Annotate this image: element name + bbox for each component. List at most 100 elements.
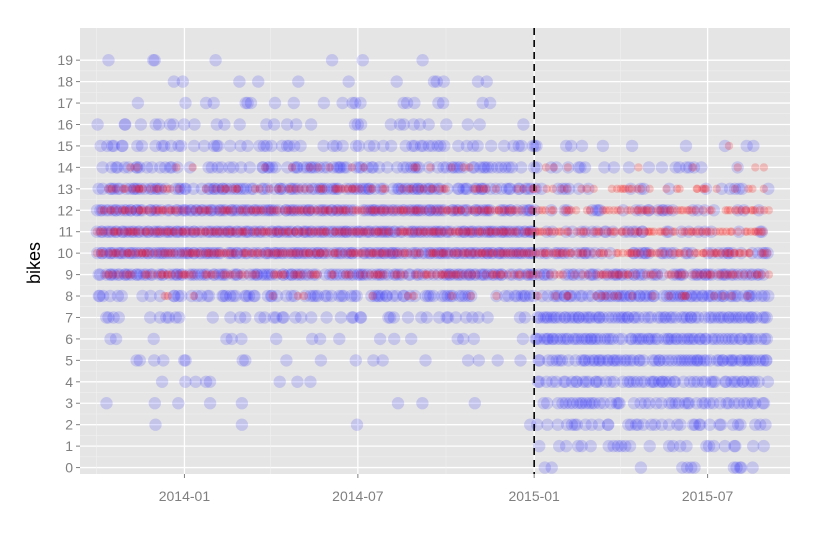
point-blue [451, 182, 465, 195]
point-red [570, 270, 579, 279]
point-blue [100, 268, 113, 281]
point-red [255, 184, 264, 193]
point-red [260, 163, 270, 172]
point-blue [261, 289, 274, 303]
point-blue [674, 332, 688, 346]
point-blue [96, 225, 109, 238]
point-blue [532, 268, 546, 281]
point-blue [645, 418, 658, 431]
point-blue [174, 268, 188, 281]
point-blue [470, 246, 483, 260]
point-blue [240, 289, 253, 303]
point-blue [740, 139, 753, 153]
point-blue [440, 118, 453, 131]
point-blue [735, 246, 748, 260]
point-blue [320, 204, 333, 217]
point-red [142, 206, 151, 215]
point-blue [425, 225, 439, 238]
point-blue [575, 246, 588, 260]
point-blue [103, 246, 117, 260]
point-blue [688, 332, 701, 346]
point-blue [601, 354, 614, 367]
point-blue [500, 182, 513, 195]
point-blue [396, 204, 409, 217]
point-red [572, 206, 581, 215]
point-blue [505, 246, 518, 260]
point-blue [636, 246, 649, 260]
point-blue [309, 268, 323, 281]
point-blue [570, 375, 584, 388]
point-blue [757, 397, 771, 410]
point-blue [308, 161, 322, 174]
point-blue [200, 268, 214, 281]
point-blue [279, 204, 293, 217]
point-blue [134, 204, 147, 217]
point-blue [707, 397, 720, 410]
point-blue [593, 204, 607, 217]
point-blue [185, 204, 198, 217]
point-blue [175, 139, 188, 153]
point-blue [511, 204, 524, 217]
point-blue [268, 204, 282, 217]
point-blue [183, 161, 197, 174]
point-blue [468, 246, 481, 260]
point-blue [258, 268, 271, 281]
point-blue [473, 118, 486, 131]
point-blue [171, 268, 184, 281]
point-blue [316, 246, 329, 260]
point-blue [103, 289, 117, 303]
point-blue [391, 182, 404, 195]
point-red [635, 248, 645, 258]
point-blue [468, 182, 481, 195]
point-blue [627, 311, 640, 324]
point-blue [485, 139, 498, 153]
point-blue [731, 289, 744, 303]
point-blue [402, 225, 415, 238]
point-blue [579, 354, 592, 367]
point-red [189, 291, 198, 301]
point-blue [384, 311, 397, 324]
point-blue [536, 289, 549, 303]
point-blue [284, 182, 297, 195]
point-blue [606, 354, 620, 367]
point-blue [494, 161, 508, 174]
point-red [172, 163, 181, 172]
point-blue [718, 268, 731, 281]
point-blue [481, 268, 495, 281]
point-blue [602, 268, 615, 281]
point-blue [146, 268, 159, 281]
point-blue [148, 54, 161, 67]
point-blue [358, 246, 372, 260]
point-blue [393, 118, 407, 131]
point-red [167, 270, 176, 279]
point-red [709, 291, 719, 301]
point-blue [230, 246, 243, 260]
point-blue [579, 375, 593, 388]
point-blue [187, 182, 200, 195]
point-red [120, 206, 130, 215]
point-blue [408, 204, 422, 217]
point-blue [256, 161, 269, 174]
point-blue [136, 289, 149, 303]
point-blue [513, 311, 527, 324]
point-blue [624, 289, 638, 303]
point-red [675, 184, 684, 193]
point-blue [335, 246, 348, 260]
point-blue [745, 375, 758, 388]
point-blue [579, 397, 593, 410]
point-blue [674, 439, 687, 453]
point-blue [257, 139, 270, 153]
point-blue [499, 161, 512, 174]
point-blue [334, 225, 347, 238]
point-blue [486, 246, 500, 260]
point-blue [513, 225, 527, 238]
point-red [297, 270, 307, 279]
point-blue [354, 311, 367, 324]
point-blue [585, 289, 599, 303]
point-red [161, 248, 170, 258]
point-blue [495, 268, 509, 281]
point-blue [672, 397, 686, 410]
point-blue [323, 268, 337, 281]
point-blue [446, 204, 459, 217]
